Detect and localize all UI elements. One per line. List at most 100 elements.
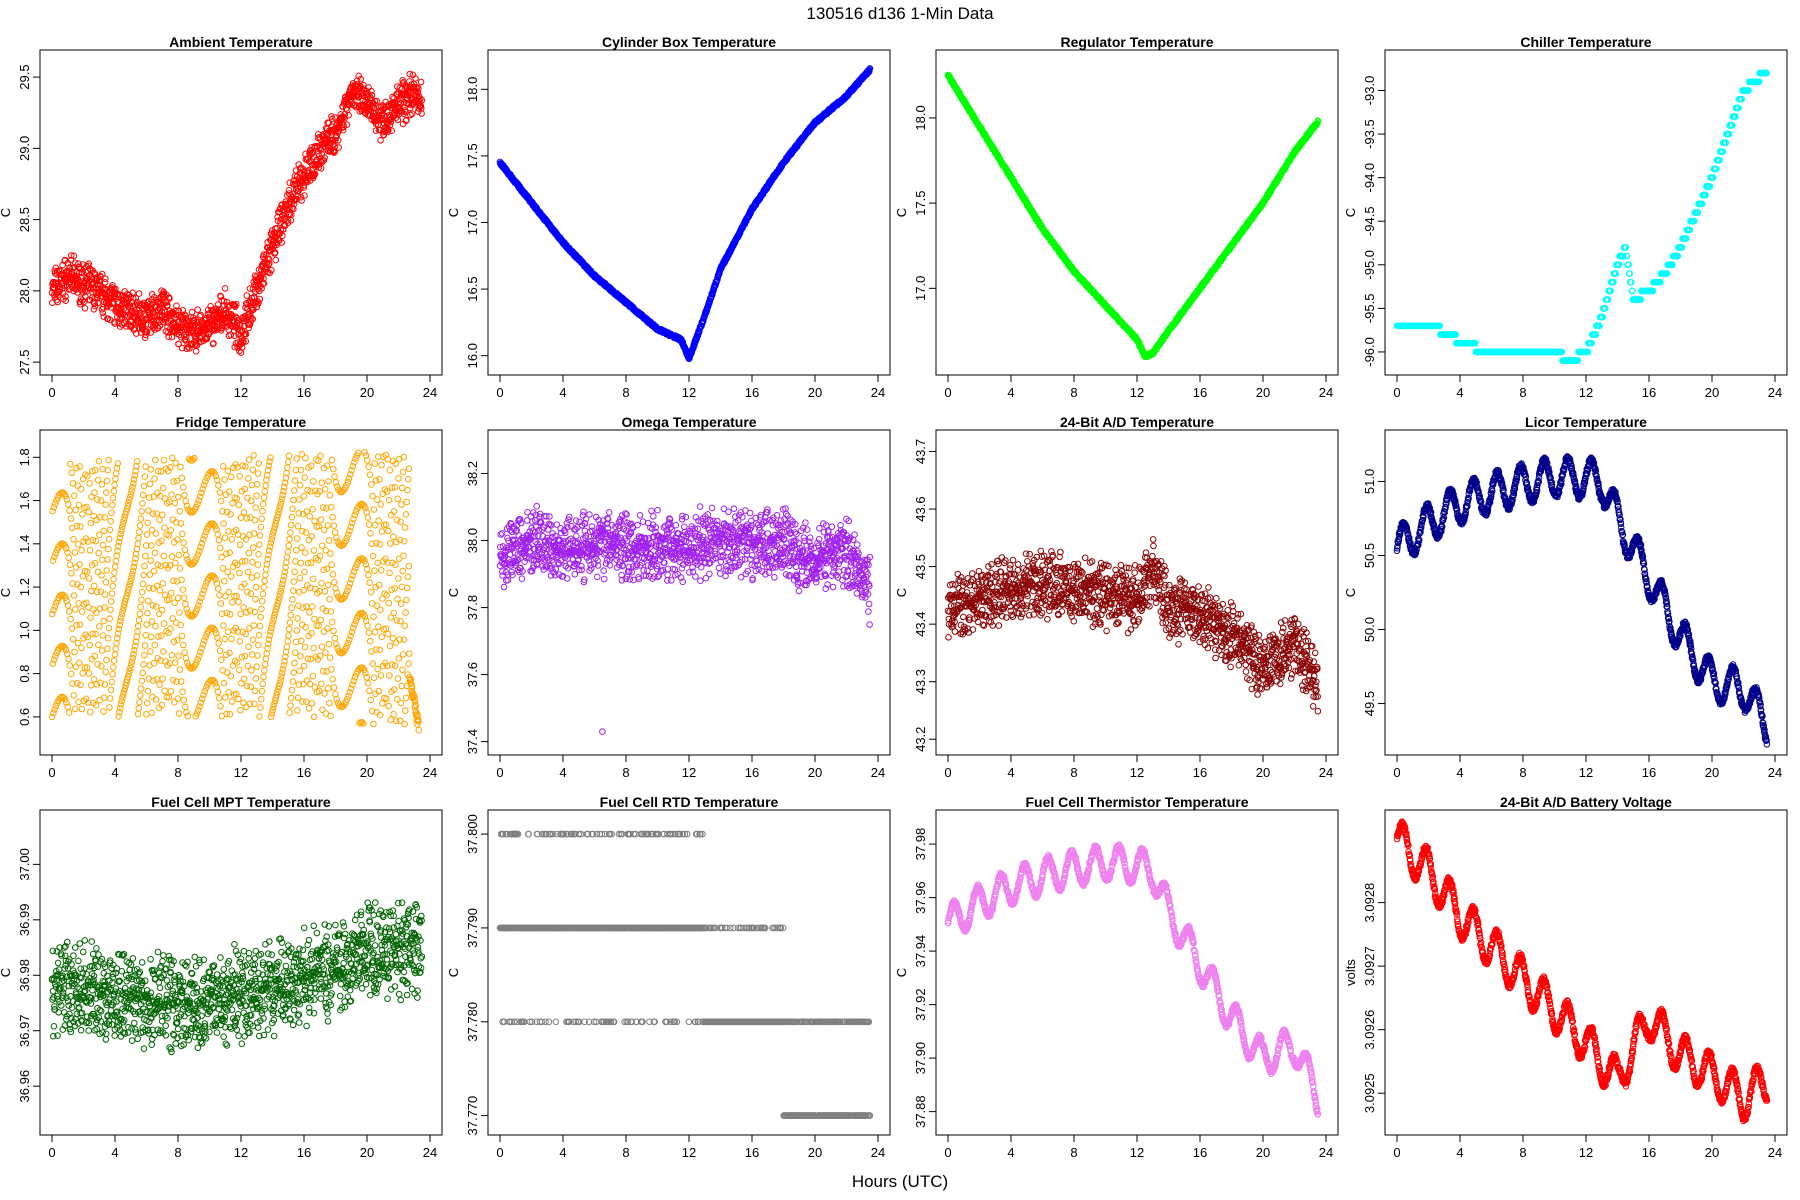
- panel-title: Regulator Temperature: [1061, 34, 1214, 50]
- data-point: [99, 309, 107, 317]
- data-point: [240, 338, 247, 345]
- data-point: [72, 259, 79, 267]
- data-point: [220, 297, 228, 305]
- data-point: [156, 322, 164, 330]
- data-point: [101, 279, 109, 286]
- x-tick-label: 8: [174, 385, 181, 400]
- plot-frame: [1384, 49, 1788, 376]
- data-point: [210, 340, 217, 347]
- data-point: [192, 347, 200, 355]
- y-tick-label: 17.5: [465, 143, 480, 168]
- y-tick-label: 17.0: [465, 210, 480, 235]
- data-point: [248, 314, 255, 322]
- data-point: [138, 309, 145, 317]
- data-points: [944, 71, 1322, 361]
- data-point: [128, 318, 135, 326]
- data-point: [183, 333, 190, 341]
- data-point: [143, 328, 151, 336]
- data-point: [242, 330, 250, 338]
- data-point: [197, 311, 204, 319]
- data-point: [79, 278, 87, 285]
- data-point: [78, 268, 86, 276]
- data-point: [278, 239, 286, 246]
- panel-title: Chiller Temperature: [1520, 34, 1651, 50]
- data-point: [91, 270, 99, 277]
- x-tick-label: 0: [1393, 385, 1400, 400]
- data-point: [149, 309, 156, 316]
- data-point: [245, 324, 252, 332]
- x-tick-label: 12: [1130, 385, 1144, 400]
- x-tick-label: 16: [745, 385, 759, 400]
- data-point: [178, 344, 186, 352]
- data-point: [279, 232, 286, 239]
- data-point: [175, 340, 182, 348]
- data-point: [165, 333, 172, 341]
- x-tick-label: 0: [944, 385, 951, 400]
- data-point: [133, 330, 140, 337]
- data-point: [249, 315, 256, 323]
- data-point: [227, 331, 234, 339]
- data-point: [157, 302, 165, 309]
- data-point: [260, 275, 267, 282]
- data-point: [217, 293, 225, 300]
- data-point: [231, 332, 238, 340]
- data-point: [70, 252, 78, 260]
- data-point: [236, 321, 244, 328]
- data-point: [229, 313, 237, 321]
- y-axis-label: C: [446, 208, 461, 217]
- data-point: [255, 299, 262, 306]
- data-point: [221, 285, 229, 292]
- y-axis-label: C: [0, 208, 13, 217]
- y-tick-label: 17.0: [913, 276, 928, 301]
- x-tick-label: 4: [1007, 385, 1014, 400]
- y-tick-label: 29.0: [17, 136, 32, 161]
- data-point: [243, 292, 251, 299]
- data-point: [238, 344, 246, 351]
- x-tick-label: 4: [559, 385, 566, 400]
- x-tick-label: 8: [1519, 385, 1526, 400]
- data-point: [164, 301, 171, 309]
- data-point: [75, 269, 83, 277]
- x-tick-label: 16: [1193, 385, 1207, 400]
- x-tick-label: 20: [808, 385, 822, 400]
- y-tick-label: -94.5: [1362, 206, 1377, 236]
- panel-title: Ambient Temperature: [169, 34, 313, 50]
- data-point: [266, 260, 273, 267]
- data-point: [181, 311, 188, 319]
- y-tick-label: -93.0: [1362, 76, 1377, 106]
- x-tick-label: 24: [423, 385, 437, 400]
- data-points: [1393, 69, 1770, 364]
- data-point: [98, 270, 106, 278]
- y-tick-label: 28.0: [17, 278, 32, 303]
- data-point: [102, 275, 109, 283]
- y-tick-label: -96.0: [1362, 337, 1377, 367]
- data-point: [172, 307, 179, 314]
- data-point: [271, 249, 279, 256]
- data-point: [196, 313, 204, 320]
- y-tick-label: -94.0: [1362, 163, 1377, 193]
- data-point: [81, 305, 89, 312]
- y-tick-label: 16.5: [465, 276, 480, 301]
- x-tick-label: 24: [871, 385, 885, 400]
- x-tick-label: 24: [1319, 385, 1333, 400]
- data-point: [280, 226, 287, 233]
- y-tick-label: 18.0: [913, 105, 928, 130]
- x-tick-label: 12: [1579, 385, 1593, 400]
- data-point: [184, 340, 191, 348]
- x-tick-label: 4: [111, 385, 118, 400]
- x-tick-label: 0: [48, 385, 55, 400]
- x-tick-label: 0: [496, 385, 503, 400]
- y-tick-label: -93.5: [1362, 119, 1377, 149]
- plot-frame: [487, 49, 891, 376]
- y-tick-label: 28.5: [17, 207, 32, 232]
- data-point: [183, 345, 191, 353]
- x-tick-label: 12: [682, 385, 696, 400]
- y-tick-label: -95.0: [1362, 250, 1377, 280]
- x-tick-label: 20: [1705, 385, 1719, 400]
- data-point: [168, 333, 176, 341]
- x-tick-label: 16: [1642, 385, 1656, 400]
